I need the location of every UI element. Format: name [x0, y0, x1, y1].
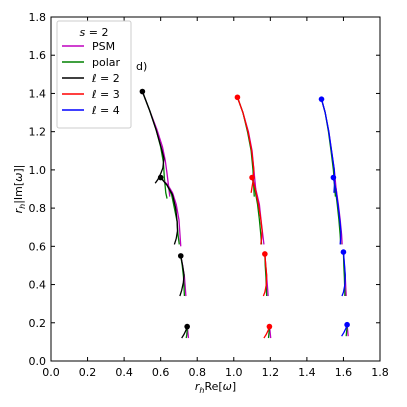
data-point [266, 323, 273, 330]
y-tick-label: 1.6 [29, 49, 47, 62]
x-tick-label: 1.0 [225, 366, 243, 379]
data-point [262, 251, 268, 257]
x-tick-label: 1.8 [371, 366, 389, 379]
series-line [251, 177, 263, 245]
x-tick-label: 1.6 [335, 366, 353, 379]
plot-lines [141, 91, 349, 339]
y-tick-label: 0.8 [29, 202, 47, 215]
legend-label: ℓ = 3 [91, 88, 120, 101]
data-point [340, 249, 347, 255]
y-tick-label: 1.8 [29, 11, 47, 24]
data-point [157, 174, 164, 181]
y-axis-ticks: 0.0 0.2 0.4 0.6 0.8 1.0 1.2 1.4 1.6 1.8 [29, 11, 380, 368]
panel-label: d) [136, 60, 147, 73]
series-line [179, 255, 185, 297]
legend-box [56, 20, 132, 129]
data-point [249, 174, 255, 181]
legend-label: ℓ = 2 [91, 72, 120, 85]
legend-title: s = 2 [80, 26, 109, 39]
x-tick-label: 0.6 [152, 366, 170, 379]
y-tick-label: 1.0 [29, 164, 47, 177]
x-tick-label: 1.4 [298, 366, 316, 379]
data-point [184, 323, 190, 330]
legend-label: polar [92, 56, 121, 69]
x-tick-label: 0.8 [188, 366, 206, 379]
legend: s = 2 PSM polar ℓ = 2 ℓ = 3 ℓ = 4 [56, 20, 132, 129]
y-tick-label: 1.2 [29, 126, 47, 139]
series-line [160, 177, 179, 245]
series-line [160, 177, 182, 247]
y-tick-label: 0.0 [29, 355, 47, 368]
series-line [341, 252, 346, 297]
legend-label: PSM [92, 40, 115, 53]
series-line [262, 253, 268, 297]
data-point [139, 88, 146, 95]
series-line [332, 177, 342, 245]
x-axis-label: rhRe[ω] [195, 380, 236, 395]
x-tick-label: 1.2 [262, 366, 280, 379]
y-tick-label: 0.4 [29, 279, 47, 292]
data-point [330, 174, 337, 181]
data-point [234, 94, 241, 101]
x-tick-label: 0.4 [115, 366, 133, 379]
y-tick-label: 0.6 [29, 240, 47, 253]
plot-markers [139, 88, 350, 330]
data-point [344, 321, 350, 328]
y-axis-label: rh|Im[ω]| [12, 165, 27, 214]
plot-frame [50, 16, 381, 362]
y-tick-label: 1.4 [29, 87, 47, 100]
data-point [177, 253, 184, 259]
x-tick-label: 0.2 [79, 366, 97, 379]
legend-label: ℓ = 4 [91, 104, 120, 117]
y-tick-label: 0.2 [29, 317, 47, 330]
x-tick-label: 0.0 [42, 366, 60, 379]
data-point [318, 96, 325, 102]
legend-entries: PSM polar ℓ = 2 ℓ = 3 ℓ = 4 [62, 40, 121, 117]
x-axis-ticks: 0.0 0.2 0.4 0.6 0.8 1.0 1.2 1.4 1.6 1.8 [42, 17, 389, 379]
